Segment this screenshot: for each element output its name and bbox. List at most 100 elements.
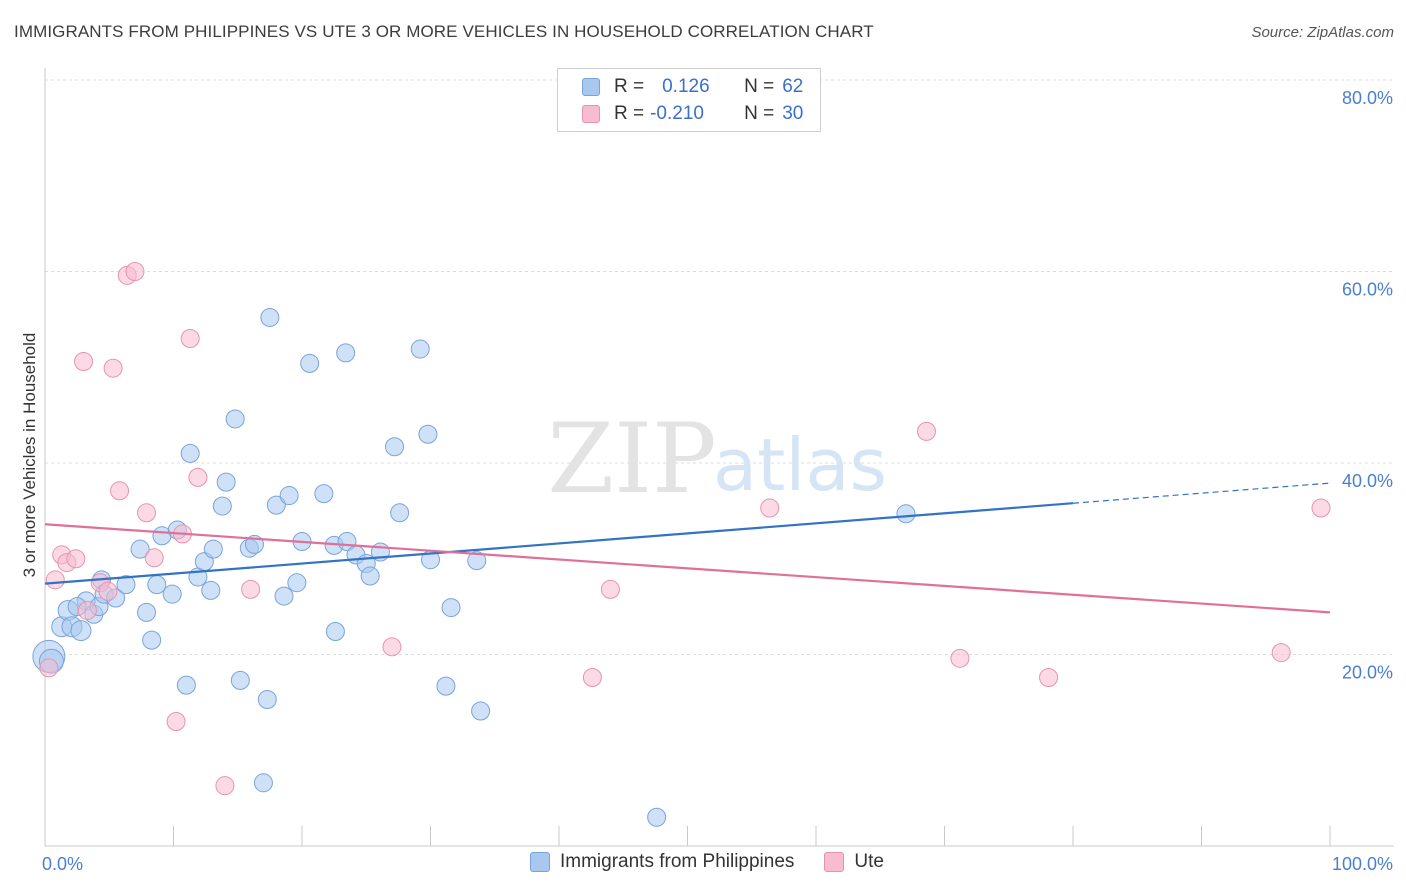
point-philippines (216, 472, 236, 492)
legend-row-ute: R = -0.210 N = 30 (582, 102, 803, 126)
point-ute (180, 329, 200, 349)
point-philippines (257, 690, 277, 710)
data-points (32, 262, 1331, 827)
y-axis-title: 3 or more Vehicles in Household (20, 332, 39, 578)
point-philippines (201, 580, 221, 600)
legend-r-label: R = (614, 76, 645, 97)
point-ute (1271, 643, 1291, 663)
legend-n-value: 62 (782, 76, 804, 97)
source-label: Source: ZipAtlas.com (1251, 24, 1394, 41)
x-tick-label: 100.0% (1332, 854, 1393, 874)
point-philippines (203, 539, 223, 559)
point-philippines (410, 339, 430, 359)
point-ute (66, 549, 86, 569)
point-philippines (253, 773, 273, 793)
y-tick-label: 20.0% (1342, 663, 1393, 683)
legend-swatch-philippines (582, 78, 600, 96)
point-ute (39, 658, 59, 678)
point-ute (600, 579, 620, 599)
point-philippines (137, 602, 157, 622)
y-tick-label: 80.0% (1342, 88, 1393, 108)
legend-r-label: R = (614, 103, 645, 124)
legend-n-value: 30 (782, 103, 804, 124)
point-philippines (230, 670, 250, 690)
legend-row-philippines: R = 0.126 N = 62 (582, 75, 803, 99)
point-ute (166, 712, 186, 732)
point-ute (950, 648, 970, 668)
legend-r-value: 0.126 (662, 76, 710, 97)
point-ute (98, 581, 118, 601)
point-philippines (212, 496, 232, 516)
point-ute (241, 579, 261, 599)
legend-n-label: N = (744, 103, 775, 124)
point-philippines (390, 503, 410, 523)
grid (45, 79, 1394, 655)
point-ute (137, 503, 157, 523)
series-swatch-philippines (530, 852, 550, 872)
point-ute (382, 637, 402, 657)
point-ute (1311, 498, 1331, 518)
point-ute (144, 548, 164, 568)
legend-n-label: N = (744, 76, 775, 97)
point-ute (215, 776, 235, 796)
point-philippines (147, 575, 167, 595)
tick-labels: 20.0% 40.0% 60.0% 80.0% 0.0% 100.0% (42, 88, 1393, 874)
point-ute (45, 570, 65, 590)
y-tick-label: 40.0% (1342, 471, 1393, 491)
point-ute (74, 352, 94, 372)
point-philippines (287, 573, 307, 593)
point-philippines (360, 566, 380, 586)
point-philippines (142, 630, 162, 650)
point-philippines (385, 437, 405, 457)
point-philippines (418, 424, 438, 444)
axes (44, 68, 1394, 847)
chart-title: IMMIGRANTS FROM PHILIPPINES VS UTE 3 OR … (14, 22, 874, 41)
legend-swatch-ute (582, 105, 600, 123)
point-philippines (180, 443, 200, 463)
point-ute (917, 421, 937, 441)
series-legend-label: Ute (854, 851, 884, 872)
point-ute (188, 467, 208, 487)
point-philippines (314, 484, 334, 504)
watermark-atlas: atlas (713, 423, 887, 507)
point-ute (103, 358, 123, 378)
watermark-zip: ZIP (547, 403, 716, 515)
point-philippines (70, 620, 92, 642)
point-philippines (162, 584, 182, 604)
point-philippines (896, 504, 916, 524)
trend-line-philippines-extension (1072, 482, 1331, 504)
point-philippines (266, 495, 286, 515)
trend-lines (44, 482, 1331, 614)
point-philippines (176, 675, 196, 695)
series-legend-item-ute[interactable]: Ute (824, 851, 884, 873)
point-ute (760, 498, 780, 518)
series-legend-item-philippines[interactable]: Immigrants from Philippines (530, 851, 794, 873)
point-ute (1039, 667, 1059, 687)
series-swatch-ute (824, 852, 845, 872)
point-philippines (336, 343, 356, 363)
point-philippines (441, 598, 461, 618)
watermark: ZIP atlas (547, 403, 887, 515)
trend-line-philippines (44, 502, 1074, 585)
series-legend-label: Immigrants from Philippines (560, 851, 795, 872)
series-legend: Immigrants from Philippines Ute (530, 851, 914, 873)
stats-legend: R = 0.126 N = 62 R = -0.210 N = 30 (557, 68, 821, 132)
x-tick-label: 0.0% (42, 854, 83, 874)
point-philippines (467, 551, 487, 571)
point-philippines (116, 575, 136, 595)
point-philippines (471, 701, 491, 721)
point-ute (125, 262, 145, 281)
point-philippines (274, 586, 294, 606)
point-philippines (647, 807, 667, 827)
legend-r-value: -0.210 (650, 103, 704, 124)
point-philippines (260, 307, 280, 327)
y-tick-label: 60.0% (1342, 280, 1393, 300)
point-ute (77, 600, 97, 620)
point-philippines (279, 486, 299, 506)
point-philippines (300, 353, 320, 373)
point-ute (110, 481, 130, 501)
trend-line-ute (44, 523, 1331, 614)
point-philippines (436, 676, 456, 696)
point-philippines (325, 622, 345, 642)
point-philippines (130, 539, 150, 559)
